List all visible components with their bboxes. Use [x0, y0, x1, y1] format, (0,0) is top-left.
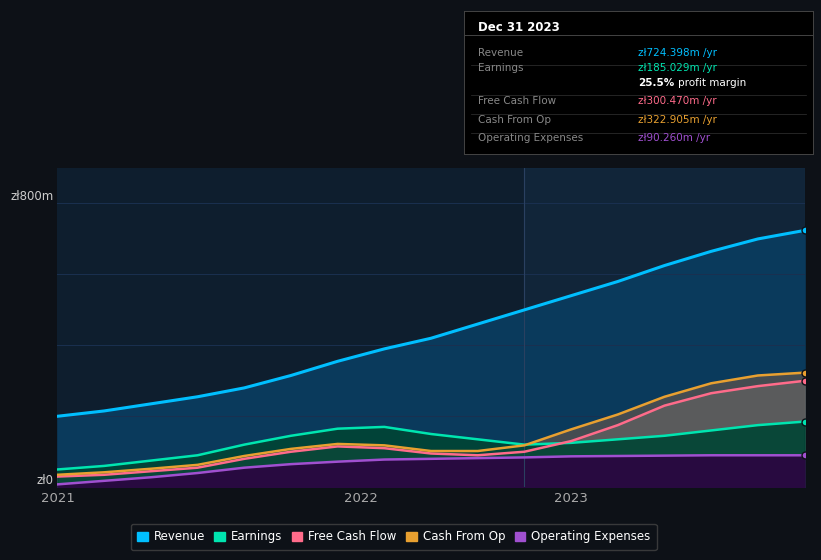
Text: zł800m: zł800m — [11, 190, 53, 203]
Legend: Revenue, Earnings, Free Cash Flow, Cash From Op, Operating Expenses: Revenue, Earnings, Free Cash Flow, Cash … — [131, 524, 657, 550]
Text: zł300.470m /yr: zł300.470m /yr — [639, 96, 717, 106]
Text: Dec 31 2023: Dec 31 2023 — [478, 21, 560, 34]
Text: Revenue: Revenue — [478, 48, 523, 58]
Text: Cash From Op: Cash From Op — [478, 115, 551, 125]
Text: Free Cash Flow: Free Cash Flow — [478, 96, 556, 106]
Text: 25.5%: 25.5% — [639, 78, 675, 87]
Text: zł185.029m /yr: zł185.029m /yr — [639, 63, 718, 73]
Bar — [525, 168, 805, 487]
Text: zł322.905m /yr: zł322.905m /yr — [639, 115, 718, 125]
Text: Operating Expenses: Operating Expenses — [478, 133, 583, 143]
Text: zł0: zł0 — [37, 474, 53, 487]
Text: zł90.260m /yr: zł90.260m /yr — [639, 133, 710, 143]
Text: profit margin: profit margin — [678, 78, 747, 87]
Text: Earnings: Earnings — [478, 63, 523, 73]
Text: zł724.398m /yr: zł724.398m /yr — [639, 48, 718, 58]
